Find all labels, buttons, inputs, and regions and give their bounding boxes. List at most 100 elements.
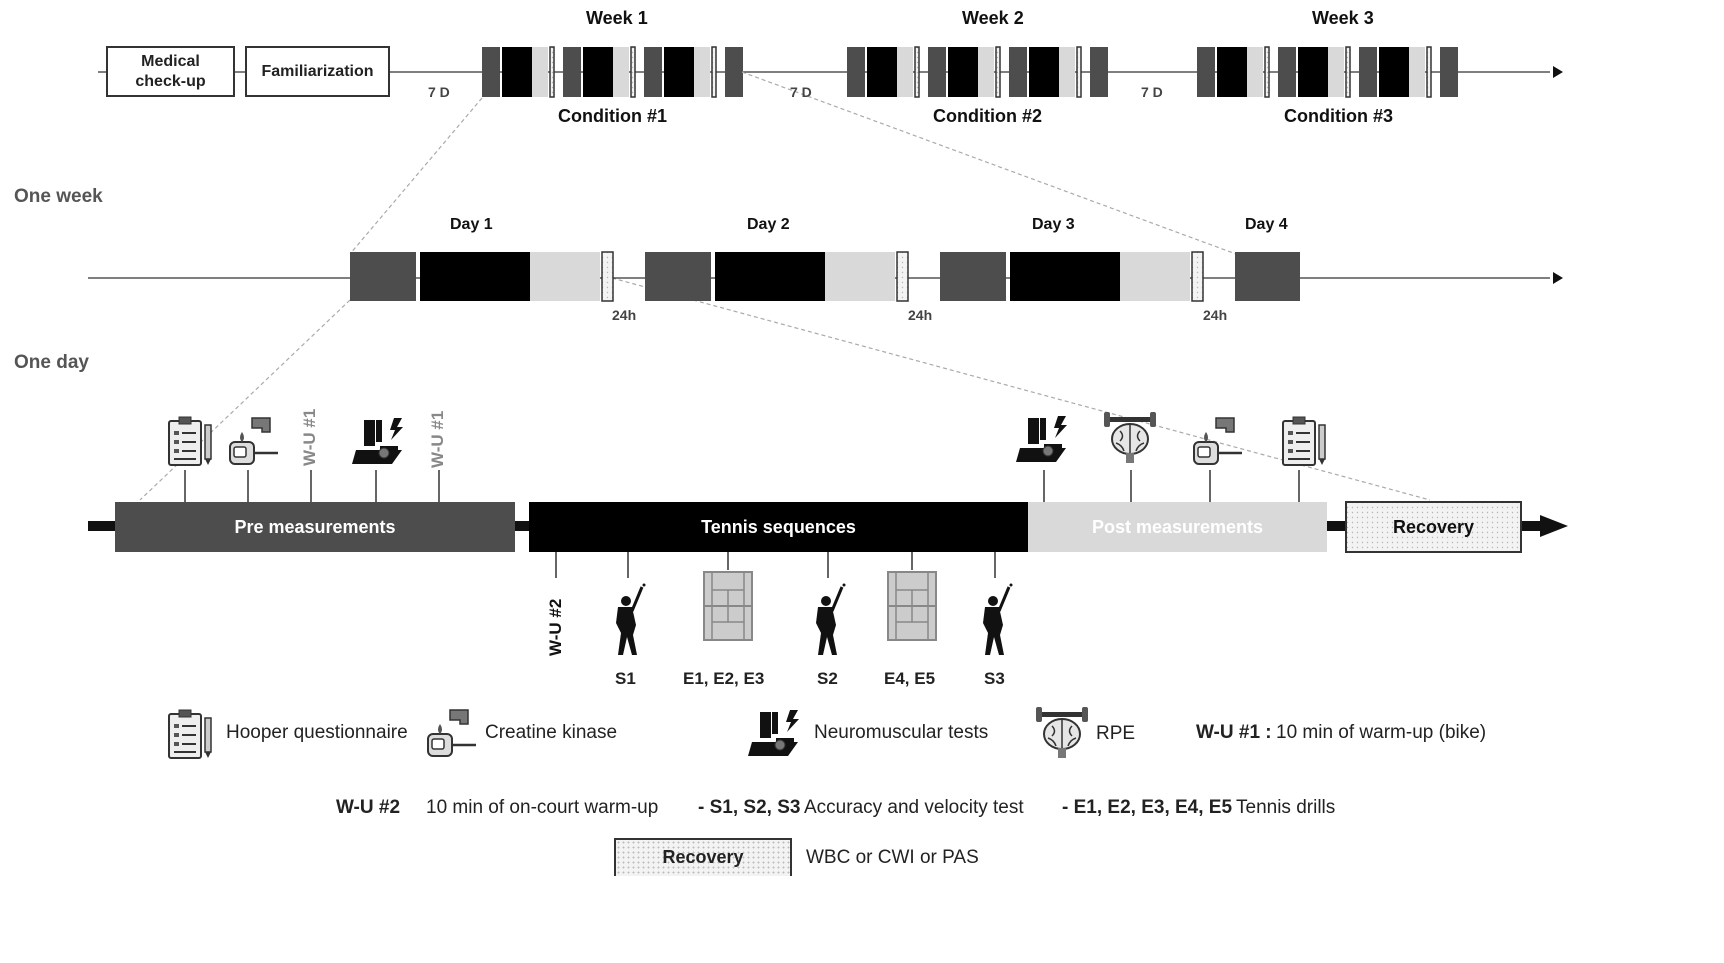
pre-measurements-bar: Pre measurements: [234, 516, 396, 537]
brain-dumbbell-icon: [1035, 706, 1089, 759]
medical-line-2: check-up: [135, 72, 206, 90]
day-block-sequences: [350, 251, 1300, 302]
pre-block: [644, 47, 662, 97]
recovery-block: [1426, 46, 1432, 98]
tennis-block: [1379, 47, 1409, 97]
neuromuscular-icon: [1015, 415, 1068, 463]
blood-drop-icon: [1192, 416, 1244, 466]
pre-block: [1235, 252, 1300, 301]
post-block: [532, 47, 548, 97]
recovery-block: [601, 251, 614, 302]
recovery-block: [995, 46, 1001, 98]
blood-drop-icon: [426, 708, 478, 758]
week-1-label: Week 1: [586, 8, 648, 28]
tennis-block: [583, 47, 613, 97]
week-block-sequences: [482, 46, 1458, 98]
tennis-block: [502, 47, 532, 97]
gap-label-24h: 24h: [1203, 307, 1228, 323]
legend-creatine-kinase: Creatine kinase: [485, 722, 618, 743]
post-block: [1328, 47, 1344, 97]
recovery-block: [1345, 46, 1351, 98]
wu1-label: W-U #1: [428, 410, 447, 468]
pre-block: [1278, 47, 1296, 97]
week-3-label: Week 3: [1312, 8, 1374, 28]
tennis-block: [420, 252, 530, 301]
legend-s-desc: Accuracy and velocity test: [804, 797, 1024, 818]
pre-block: [1009, 47, 1027, 97]
post-block: [1059, 47, 1075, 97]
clipboard-icon: [168, 709, 212, 759]
recovery-block: [914, 46, 920, 98]
gap-label-7d: 7 D: [428, 84, 450, 100]
post-measurements-bar: Post measurements: [1091, 516, 1264, 537]
legend-hooper: Hooper questionnaire: [226, 722, 408, 743]
post-block: [825, 252, 895, 301]
condition-2-label: Condition #2: [933, 106, 1042, 126]
one-day-title: One day: [14, 352, 89, 373]
tennis-sequences-bar: Tennis sequences: [701, 516, 856, 537]
pre-block: [563, 47, 581, 97]
pre-block: [1197, 47, 1215, 97]
blood-drop-icon: [228, 416, 280, 466]
gap-label-7d: 7 D: [790, 84, 812, 100]
brain-dumbbell-icon: [1103, 411, 1157, 464]
condition-1-label: Condition #1: [558, 106, 667, 126]
legend-neuromuscular: Neuromuscular tests: [814, 722, 989, 743]
pre-block: [725, 47, 743, 97]
tennis-player-icon: [814, 582, 847, 657]
sequence-label-e4-e5: E4, E5: [884, 669, 936, 688]
legend-s-key: - S1, S2, S3: [698, 797, 801, 818]
tennis-block: [1010, 252, 1120, 301]
one-week-title: One week: [14, 186, 103, 207]
week-2-label: Week 2: [962, 8, 1024, 28]
neuromuscular-icon: [351, 417, 404, 465]
tennis-court-icon: [887, 571, 937, 641]
medical-checkup-box: Medical check-up: [106, 46, 235, 97]
wu1-label: W-U #1: [300, 408, 319, 466]
post-block: [613, 47, 629, 97]
tennis-block: [1298, 47, 1328, 97]
familiarization-box: Familiarization: [245, 46, 390, 97]
pre-block: [940, 252, 1006, 301]
legend-recovery-desc: WBC or CWI or PAS: [806, 847, 979, 868]
clipboard-icon: [168, 416, 212, 466]
post-block: [897, 47, 913, 97]
recovery-block: [1264, 46, 1270, 98]
neuromuscular-icon: [747, 709, 800, 757]
sequence-label-s3: S3: [984, 669, 1005, 688]
day-4-label: Day 4: [1245, 216, 1288, 233]
post-block: [1247, 47, 1263, 97]
post-block: [530, 252, 600, 301]
day-3-label: Day 3: [1032, 216, 1075, 233]
day-2-label: Day 2: [747, 216, 790, 233]
study-design-diagram: Week 1 Week 2 Week 3 Medical check-up Fa…: [14, 8, 1568, 876]
post-block: [978, 47, 994, 97]
tennis-court-icon: [703, 571, 753, 641]
legend-recovery-box: Recovery: [614, 838, 792, 876]
gap-label-24h: 24h: [908, 307, 933, 323]
legend-e-key: - E1, E2, E3, E4, E5: [1062, 797, 1233, 818]
tennis-player-icon: [614, 582, 647, 657]
pre-block: [645, 252, 711, 301]
gap-label-24h: 24h: [612, 307, 637, 323]
tennis-block: [1217, 47, 1247, 97]
gap-label-7d: 7 D: [1141, 84, 1163, 100]
diagram-graphics: [88, 46, 1568, 759]
post-block: [694, 47, 710, 97]
sequence-label-s1: S1: [615, 669, 636, 688]
legend-wu2-desc: 10 min of on-court warm-up: [426, 797, 659, 818]
legend-e-desc: Tennis drills: [1236, 797, 1336, 818]
recovery-bar: Recovery: [1392, 516, 1475, 537]
legend-wu1-key: W-U #1 :: [1196, 722, 1272, 743]
legend-wu1-desc: 10 min of warm-up (bike): [1276, 722, 1487, 743]
recovery-block: [711, 46, 717, 98]
tennis-block: [948, 47, 978, 97]
condition-3-label: Condition #3: [1284, 106, 1393, 126]
tennis-block: [1029, 47, 1059, 97]
pre-block: [350, 252, 416, 301]
post-block: [1409, 47, 1425, 97]
pre-block: [928, 47, 946, 97]
day-1-label: Day 1: [450, 216, 493, 233]
wu2-label: W-U #2: [546, 598, 565, 656]
recovery-block: [549, 46, 555, 98]
